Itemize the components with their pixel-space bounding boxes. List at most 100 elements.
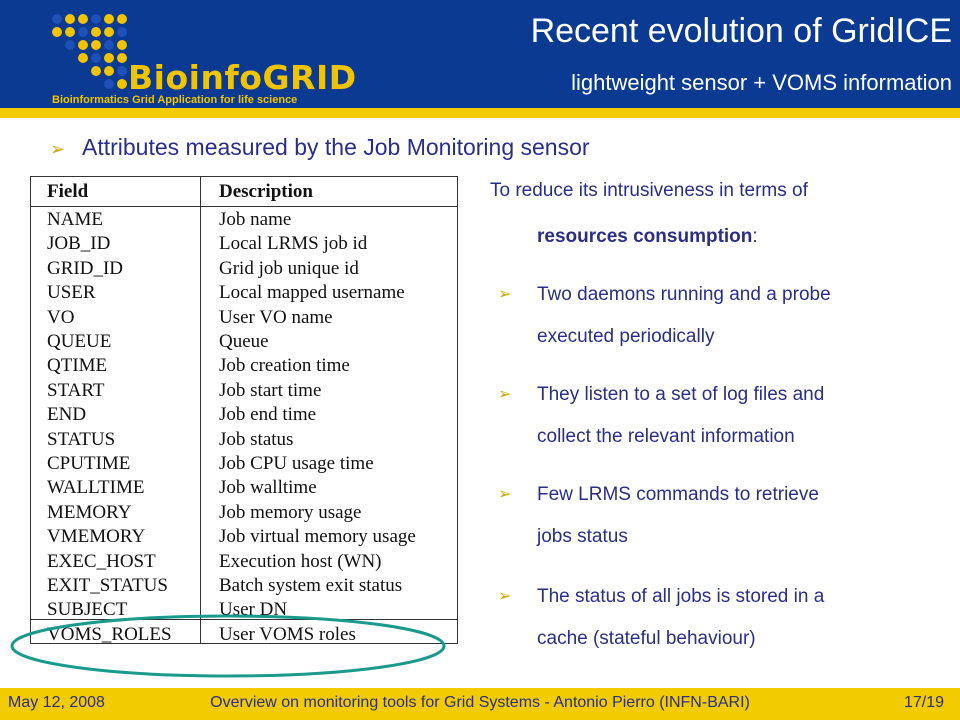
logo-dot <box>117 14 127 24</box>
section-heading-text: Attributes measured by the Job Monitorin… <box>82 134 590 160</box>
bullet-line-2: cache (stateful behaviour) <box>537 628 756 649</box>
table-cell-field: STATUS <box>47 428 116 450</box>
intro-line: To reduce its intrusiveness in terms of <box>490 180 808 201</box>
logo-dot <box>91 14 101 24</box>
table-row: GRID_ID Grid job unique id <box>31 258 457 282</box>
intro-line-2: resources consumption: <box>537 226 758 248</box>
table-cell-description: Job creation time <box>219 355 350 377</box>
table-bottom-rule <box>31 619 457 620</box>
table-cell-description: Job CPU usage time <box>219 453 374 474</box>
table-row: START Job start time <box>31 380 457 404</box>
logo-dot <box>91 53 101 63</box>
logo-wordmark: BioinfoGRID <box>128 58 357 97</box>
table-cell-description: Batch system exit status <box>219 575 403 596</box>
table-cell-field: EXIT_STATUS <box>47 575 168 596</box>
intro-end: : <box>752 226 758 247</box>
table-cell-description: User VOMS roles <box>219 623 356 645</box>
bullet-line-1: The status of all jobs is stored in a <box>537 586 825 607</box>
logo-dot <box>104 79 114 89</box>
logo-dot <box>78 27 88 37</box>
table-cell-field: QTIME <box>47 355 108 377</box>
logo-dot <box>78 40 88 50</box>
logo-dot <box>104 66 114 76</box>
arrow-bullet-icon: ➢ <box>498 588 512 605</box>
table-cell-field: JOB_ID <box>47 233 111 255</box>
table-cell-description: Job virtual memory usage <box>219 526 416 548</box>
bullet-line-2: collect the relevant information <box>537 426 795 447</box>
logo-dot <box>65 40 75 50</box>
table-cell-field: NAME <box>47 209 103 230</box>
table-cell-description: Job start time <box>219 379 322 401</box>
table-cell-description: Job memory usage <box>219 501 362 523</box>
table-cell-description: Job name <box>219 209 292 230</box>
table-header-rule <box>31 206 457 207</box>
section-heading: ➢ Attributes measured by the Job Monitori… <box>50 134 590 161</box>
table-cell-field: GRID_ID <box>47 257 123 279</box>
table-row: WALLTIME Job walltime <box>31 477 457 501</box>
table-cell-field: MEMORY <box>47 501 132 523</box>
table-cell-field: VOMS_ROLES <box>47 623 172 645</box>
header-bar <box>0 0 960 108</box>
table-row: EXIT_STATUS Batch system exit status <box>31 575 457 599</box>
footer-center-text: Overview on monitoring tools for Grid Sy… <box>210 694 750 711</box>
table-row: JOB_ID Local LRMS job id <box>31 233 457 257</box>
table-cell-description: User VO name <box>219 306 333 328</box>
table-row: STATUS Job status <box>31 429 457 453</box>
attributes-table: Field Description NAME Job name JOB_ID Loca… <box>30 176 458 645</box>
table-cell-field: END <box>47 404 87 426</box>
logo-dot <box>117 53 127 63</box>
table-row: EXEC_HOST Execution host (WN) <box>31 551 457 575</box>
logo-dot-grid <box>52 14 130 92</box>
intro-bold: resources consumption <box>537 226 753 247</box>
table-cell-field: WALLTIME <box>47 477 145 499</box>
logo-dot <box>104 14 114 24</box>
table-column-divider <box>200 177 201 643</box>
bullet-line-2: executed periodically <box>537 326 715 347</box>
header-stripe <box>0 108 960 118</box>
logo-dot <box>65 14 75 24</box>
table-header-description: Description <box>219 181 313 202</box>
logo-dot <box>52 27 62 37</box>
logo-dot <box>91 40 101 50</box>
table-row: VO User VO name <box>31 307 457 331</box>
table-row: USER Local mapped username <box>31 282 457 306</box>
footer-bar: May 12, 2008 Overview on monitoring tool… <box>0 688 960 720</box>
logo-dot <box>117 66 127 76</box>
logo-dot <box>104 53 114 63</box>
logo-dot <box>91 66 101 76</box>
highlight-ellipse <box>10 614 446 678</box>
table-header-field: Field <box>47 181 89 202</box>
arrow-bullet-icon: ➢ <box>498 386 512 403</box>
logo-dot <box>78 14 88 24</box>
logo-dot <box>117 40 127 50</box>
logo-dot <box>91 27 101 37</box>
table-cell-field: USER <box>47 282 96 304</box>
bullet-line-1: Few LRMS commands to retrieve <box>537 484 819 505</box>
logo-dot <box>65 27 75 37</box>
table-cell-field: VO <box>47 306 75 328</box>
table-cell-description: Grid job unique id <box>219 257 359 279</box>
table-row: VMEMORY Job virtual memory usage <box>31 526 457 550</box>
table-row: QTIME Job creation time <box>31 355 457 379</box>
logo-dot <box>104 27 114 37</box>
arrow-bullet-icon: ➢ <box>498 286 512 303</box>
table-cell-description: Local mapped username <box>219 282 405 304</box>
table-cell-field: VMEMORY <box>47 526 146 548</box>
bullet-line-1: They listen to a set of log files and <box>537 384 825 405</box>
bullet-line-2: jobs status <box>537 526 628 547</box>
footer-date: May 12, 2008 <box>8 694 105 711</box>
table-cell-description: Queue <box>219 331 269 352</box>
table-cell-field: QUEUE <box>47 331 112 352</box>
slide-subtitle: lightweight sensor + VOMS information <box>571 70 952 95</box>
arrow-bullet-icon: ➢ <box>498 486 512 503</box>
table-cell-field: EXEC_HOST <box>47 550 156 572</box>
table-cell-field: SUBJECT <box>47 599 128 621</box>
bioinfogrid-logo: BioinfoGRID Bioinformatics Grid Applicat… <box>52 14 356 106</box>
table-cell-description: Job walltime <box>219 477 317 499</box>
logo-dot <box>104 40 114 50</box>
logo-dot <box>52 14 62 24</box>
logo-dot <box>78 53 88 63</box>
table-cell-description: Job end time <box>219 404 317 426</box>
table-row: VOMS_ROLES User VOMS roles <box>31 624 457 648</box>
table-cell-description: Local LRMS job id <box>219 233 368 255</box>
